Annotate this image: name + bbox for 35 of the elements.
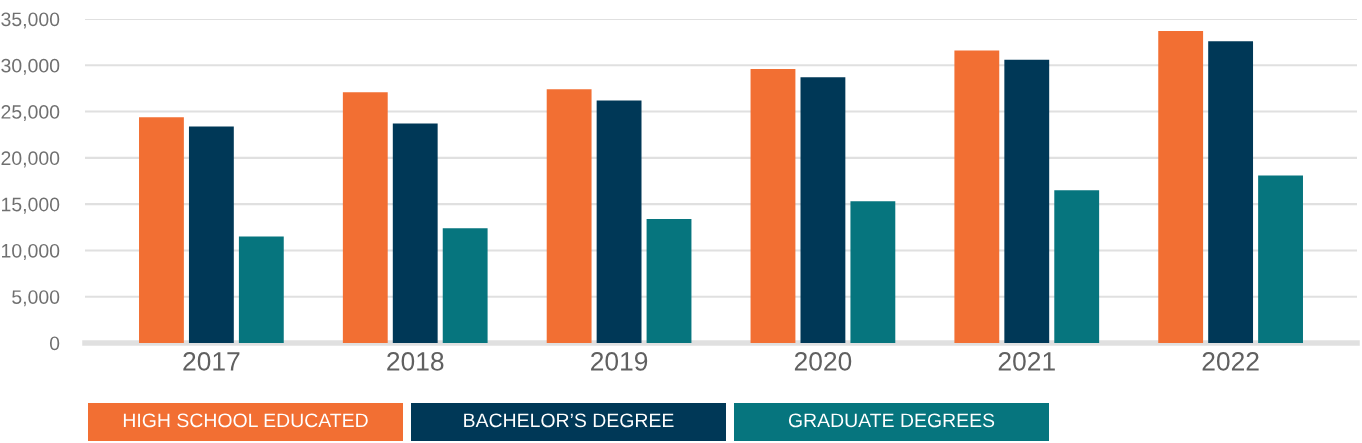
y-tick-label: 35,000 [1, 12, 60, 29]
x-tick-label: 2022 [1202, 352, 1259, 371]
bar [1258, 175, 1303, 343]
text: GRADUATE DEGREES [788, 413, 995, 428]
bar [188, 126, 234, 343]
bar [596, 100, 642, 343]
y-tick-label: 20,000 [1, 151, 60, 168]
y-tick-label: 30,000 [1, 58, 60, 75]
y-tick-label: 5,000 [12, 290, 60, 307]
x-tick-label: 2019 [591, 352, 648, 371]
bar [392, 123, 438, 343]
bar [1004, 59, 1050, 343]
y-tick-label: 0 [49, 336, 60, 351]
x-tick-label: 2017 [183, 352, 240, 371]
bar [1158, 31, 1204, 343]
bar [954, 50, 1000, 343]
bar [1208, 41, 1254, 343]
text: BACHELOR’S DEGREE [464, 413, 674, 428]
text: HIGH SCHOOL EDUCATED [123, 413, 368, 428]
bar [1054, 190, 1100, 343]
bar [342, 92, 388, 343]
x-tick-label: 2020 [794, 352, 852, 371]
x-tick-label: 2021 [998, 352, 1055, 371]
bar [646, 218, 692, 343]
bar [546, 89, 592, 343]
bar [442, 228, 488, 343]
y-tick-label: 15,000 [2, 197, 60, 214]
y-tick-label: 25,000 [1, 105, 60, 122]
bar [139, 117, 184, 343]
bar [238, 236, 284, 343]
y-tick-label: 10,000 [2, 243, 60, 260]
bar [850, 201, 896, 343]
x-tick-label: 2018 [387, 352, 444, 371]
bar [800, 77, 846, 343]
bar [750, 68, 796, 343]
